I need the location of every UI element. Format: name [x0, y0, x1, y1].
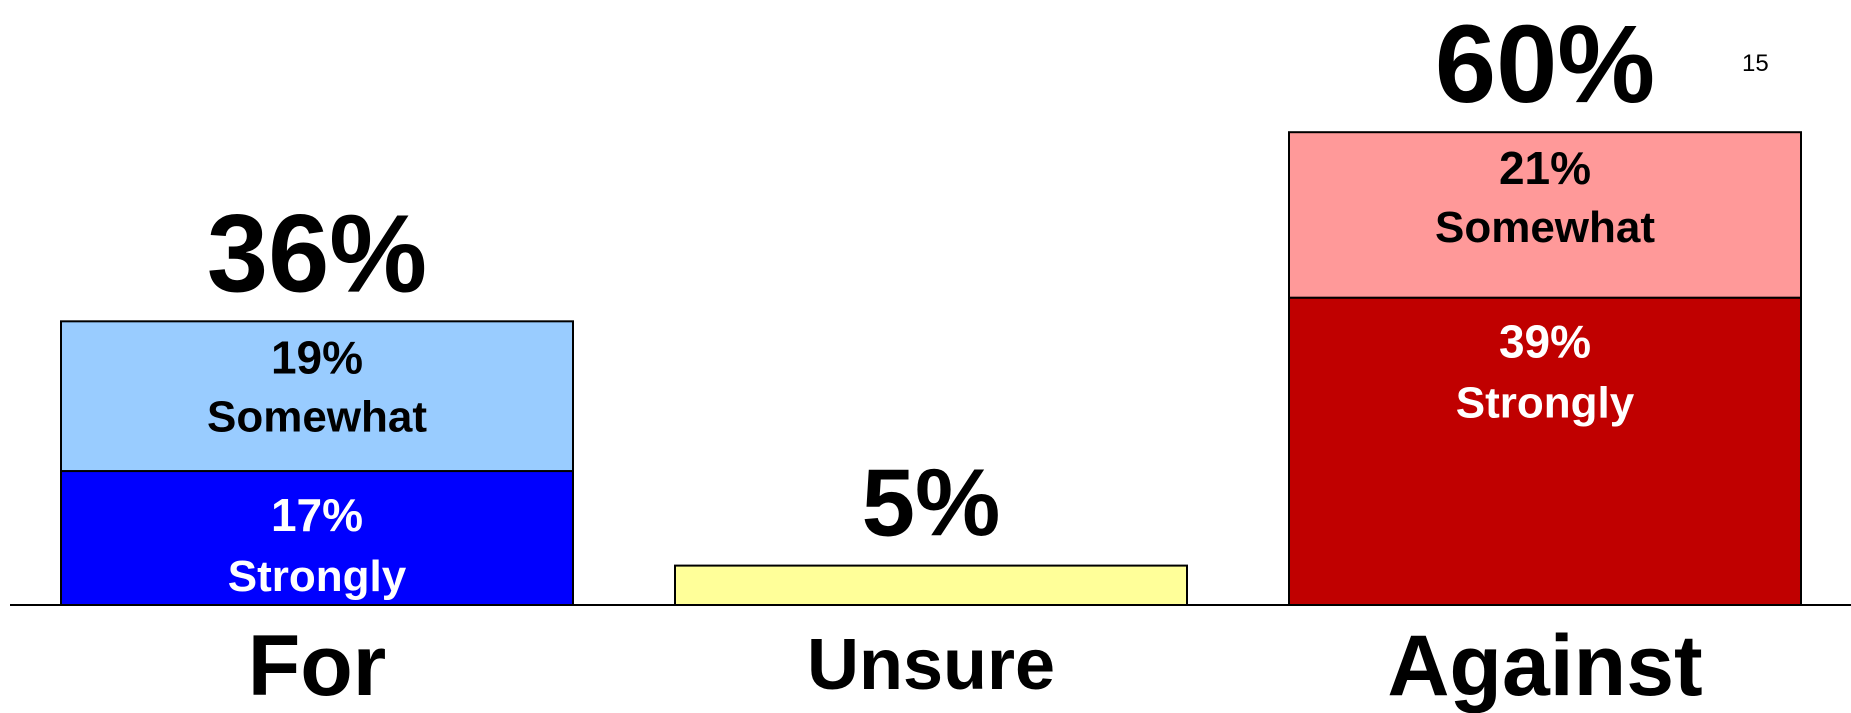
bar-segment-for-somewhat — [60, 320, 574, 473]
bar-total-label: 36% — [207, 192, 427, 315]
page-number: 15 — [1742, 50, 1769, 77]
bar-segment-against-strongly — [1288, 296, 1802, 606]
bar-segment-against-somewhat — [1288, 131, 1802, 299]
bar-total-label: 60% — [1435, 3, 1655, 126]
labels-layer: 17% Strongly 19% Somewhat 36% For 5% Unsure 39% S… — [207, 3, 1703, 713]
category-label-for: For — [248, 618, 387, 713]
segment-value-label: 19% — [271, 331, 363, 383]
segment-sub-label: Strongly — [1456, 379, 1635, 428]
bars-layer — [60, 131, 1802, 607]
category-label-against: Against — [1387, 618, 1702, 713]
segment-sub-label: Somewhat — [207, 392, 427, 441]
category-label-unsure: Unsure — [807, 625, 1055, 705]
bar-segment-unsure-total — [674, 564, 1188, 606]
segment-sub-label: Somewhat — [1435, 203, 1655, 252]
bar-total-label: 5% — [862, 450, 1001, 557]
segment-value-label: 17% — [271, 489, 363, 541]
segment-sub-label: Strongly — [228, 552, 407, 601]
segment-value-label: 39% — [1499, 316, 1591, 368]
segment-value-label: 21% — [1499, 142, 1591, 194]
bar-segment-for-strongly — [60, 470, 574, 607]
